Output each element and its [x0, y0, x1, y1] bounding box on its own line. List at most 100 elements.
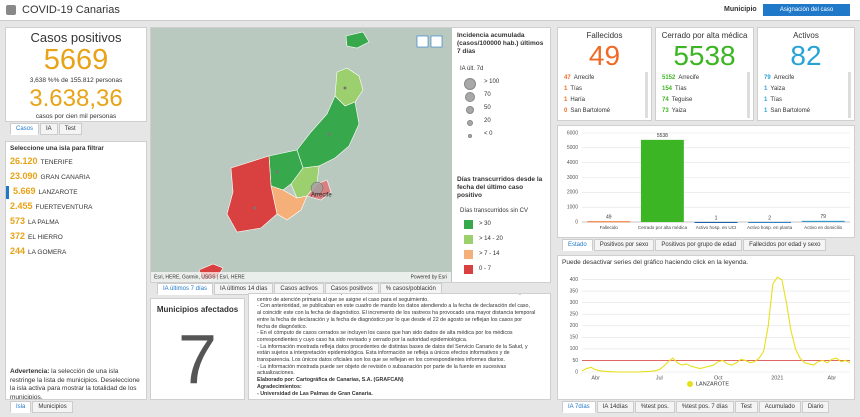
- legend-label: 0 - 7: [479, 266, 492, 272]
- municipalities-count: 7: [178, 320, 217, 398]
- card-row: 1 Haría: [564, 97, 585, 103]
- line-chart-panel: Puede desactivar series del gráfico haci…: [557, 255, 855, 400]
- municipalities-panel: Municipios afectados 7: [150, 298, 245, 400]
- card-name: Arrecife: [678, 75, 700, 81]
- island-row[interactable]: 23.090 GRAN CANARIA: [6, 171, 146, 184]
- tab[interactable]: %test pos. 7 días: [675, 401, 734, 413]
- card-title: Fallecidos: [586, 31, 623, 40]
- layers-button[interactable]: [430, 35, 443, 48]
- card: Cerrado por alta médica 5538 5152 Arrecife 1…: [655, 27, 754, 121]
- card-name: Tías: [770, 97, 783, 103]
- island-name: LANZAROTE: [38, 189, 78, 196]
- legend-subtitle: IA últ. 7d: [460, 66, 484, 72]
- warning-bold: Advertencia:: [10, 368, 50, 375]
- card-count: 79: [764, 75, 771, 81]
- assign-button[interactable]: Asignación del caso: [763, 4, 850, 16]
- card-count: 1: [764, 97, 768, 103]
- warning-text: la selección de una isla restringe la li…: [10, 368, 140, 400]
- card: Activos 82 79 Arrecife 1 Yaiza 1 Tías 1 San Barto…: [757, 27, 855, 121]
- attribution-bar: [151, 272, 451, 282]
- island-row[interactable]: 372 EL HIERRO: [6, 231, 146, 244]
- header: COVID-19 Canarias Municipio Asignación d…: [0, 0, 860, 21]
- tab[interactable]: Acumulado: [758, 401, 801, 413]
- card-count: 1: [564, 97, 568, 103]
- island-graciosa: [345, 31, 370, 49]
- tab[interactable]: Positivos por sexo: [593, 239, 655, 251]
- summary-percent: 3,638 %% de 155.812 personas: [29, 77, 123, 84]
- card-count: 1: [564, 86, 568, 92]
- tab[interactable]: Isla: [10, 401, 32, 413]
- municipality-teguise: [296, 95, 360, 169]
- island-row[interactable]: 2.455 FUERTEVENTURA: [6, 201, 146, 214]
- tab[interactable]: IA últimos 14 días: [214, 283, 274, 295]
- island-name: TENERIFE: [40, 159, 73, 166]
- card-count: 0: [564, 108, 568, 114]
- card-count: 5152: [662, 75, 676, 81]
- card-row: 0 San Bartolomé: [564, 108, 610, 114]
- tab[interactable]: %test pos.: [634, 401, 675, 413]
- map-bubble: [310, 181, 324, 195]
- card-row: 1 Yaiza: [764, 86, 785, 92]
- map-point: [253, 206, 257, 210]
- card-scrollbar: [645, 72, 648, 118]
- islands-panel: Seleccione una isla para filtrar Adverte…: [5, 141, 147, 400]
- app-title: COVID-19 Canarias: [22, 4, 120, 16]
- legend-title: Incidencia acumulada (casos/100000 hab.)…: [457, 32, 544, 55]
- island-row[interactable]: 5.669 LANZAROTE: [6, 186, 146, 199]
- tab[interactable]: Municipios: [32, 401, 73, 413]
- island-row[interactable]: 26.120 TENERIFE: [6, 156, 146, 169]
- map-panel: Arrecife Esri, HERE, Garmin, USGS | Esri…: [150, 27, 551, 283]
- legend-label: 20: [484, 118, 491, 124]
- island-count: 573: [10, 216, 26, 226]
- card-name: Tías: [675, 86, 687, 92]
- tab[interactable]: Test: [58, 123, 82, 135]
- note-line: - En el cuadro se reflejan los casos pos…: [257, 293, 535, 296]
- card-row: 1 Tías: [564, 86, 582, 92]
- island-row[interactable]: 244 LA GOMERA: [6, 246, 146, 259]
- card-name: San Bartolomé: [570, 108, 611, 114]
- island-row[interactable]: 573 LA PALMA: [6, 216, 146, 229]
- home-button[interactable]: [416, 35, 429, 48]
- island-count: 26.120: [10, 156, 38, 166]
- island-name: GRAN CANARIA: [40, 174, 91, 181]
- legend-circle: [466, 106, 474, 114]
- note-line: entre la fecha de declaración y la fecha…: [257, 316, 523, 323]
- islands-tabs: Isla Municipios: [10, 401, 74, 413]
- card-name: San Bartolomé: [770, 108, 811, 114]
- note-line: - La información mostrada puede ser obje…: [257, 363, 507, 370]
- tab[interactable]: IA: [40, 123, 58, 135]
- line-tabs: IA 7días IA 14días %test pos. %test pos. 7 …: [562, 401, 830, 413]
- note-line: Elaborado por: Cartográfica de Canarias,…: [257, 377, 404, 384]
- legend-circle: [465, 92, 475, 102]
- card-name: Arrecife: [573, 75, 595, 81]
- card-name: Yaiza: [770, 86, 785, 92]
- tab[interactable]: Diario: [801, 401, 830, 413]
- legend-label: > 7 - 14: [479, 251, 500, 257]
- summary-rate: 3.638,36: [29, 85, 123, 112]
- legend-circle: [464, 78, 476, 90]
- card-title: Cerrado por alta médica: [661, 31, 748, 40]
- card-count: 74: [662, 97, 669, 103]
- map-point: [327, 132, 331, 136]
- map-point: [343, 86, 347, 90]
- summary-total: 5669: [43, 44, 109, 76]
- island-name: LA PALMA: [28, 219, 59, 226]
- tab[interactable]: Estado: [562, 239, 593, 251]
- card-row: 154 Tías: [662, 86, 687, 92]
- card-name: Arrecife: [773, 75, 795, 81]
- notes-panel: - En el cuadro se reflejan los casos pos…: [248, 293, 551, 400]
- note-line: correspondientes y cuyo caso ha sido rev…: [257, 336, 468, 343]
- tab[interactable]: IA últimos 7 días: [157, 283, 214, 295]
- tab[interactable]: Casos: [10, 123, 40, 135]
- tab[interactable]: Fallecidos por edad y sexo: [743, 239, 827, 251]
- tab[interactable]: IA 7días: [562, 401, 596, 413]
- island-name: EL HIERRO: [28, 234, 63, 241]
- tab[interactable]: Positivos por grupo de edad: [655, 239, 743, 251]
- municipalities-title: Municipios afectados: [156, 305, 239, 314]
- card-row: 74 Teguise: [662, 97, 692, 103]
- note-line: - Con anterioridad, se publicaban en est…: [257, 303, 530, 310]
- card-name: Yaiza: [671, 108, 687, 114]
- tab[interactable]: IA 14días: [596, 401, 634, 413]
- tab[interactable]: Test: [734, 401, 758, 413]
